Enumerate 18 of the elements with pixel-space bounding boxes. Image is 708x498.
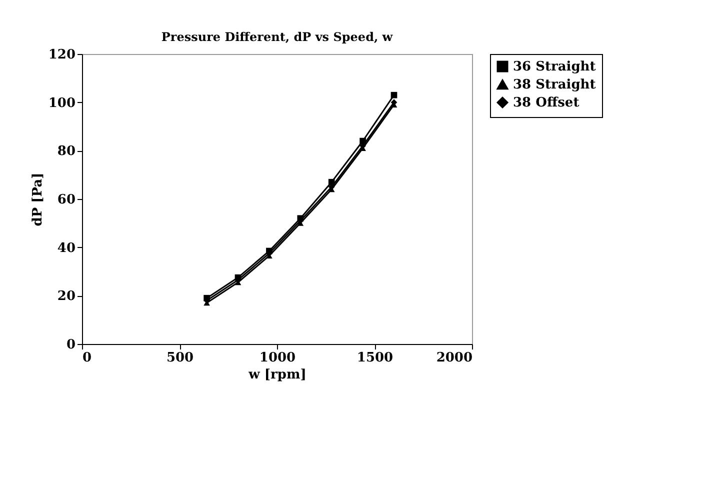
y-tick-label: 20 — [57, 289, 76, 304]
x-tick-label: 1000 — [259, 350, 296, 366]
y-tick-label: 40 — [57, 240, 76, 256]
legend-label: 36 Straight — [513, 60, 596, 74]
y-tick-label: 0 — [66, 338, 76, 352]
y-tick-label: 100 — [48, 96, 76, 111]
x-tick-label: 1500 — [356, 350, 394, 366]
x-tick-label: 500 — [166, 350, 194, 366]
x-tick-label: 0 — [82, 350, 92, 366]
y-tick-label: 60 — [57, 192, 76, 208]
chart-title: Pressure Different, dP vs Speed, w — [161, 30, 394, 44]
y-axis-title: dP [Pa] — [30, 172, 46, 226]
legend-label: 38 Offset — [513, 96, 580, 110]
legend-label: 38 Straight — [513, 78, 596, 92]
y-tick-label: 120 — [48, 48, 76, 62]
y-tick-label: 80 — [57, 144, 76, 160]
x-tick-label: 2000 — [436, 350, 472, 366]
x-axis-title: w [rpm] — [248, 368, 306, 382]
